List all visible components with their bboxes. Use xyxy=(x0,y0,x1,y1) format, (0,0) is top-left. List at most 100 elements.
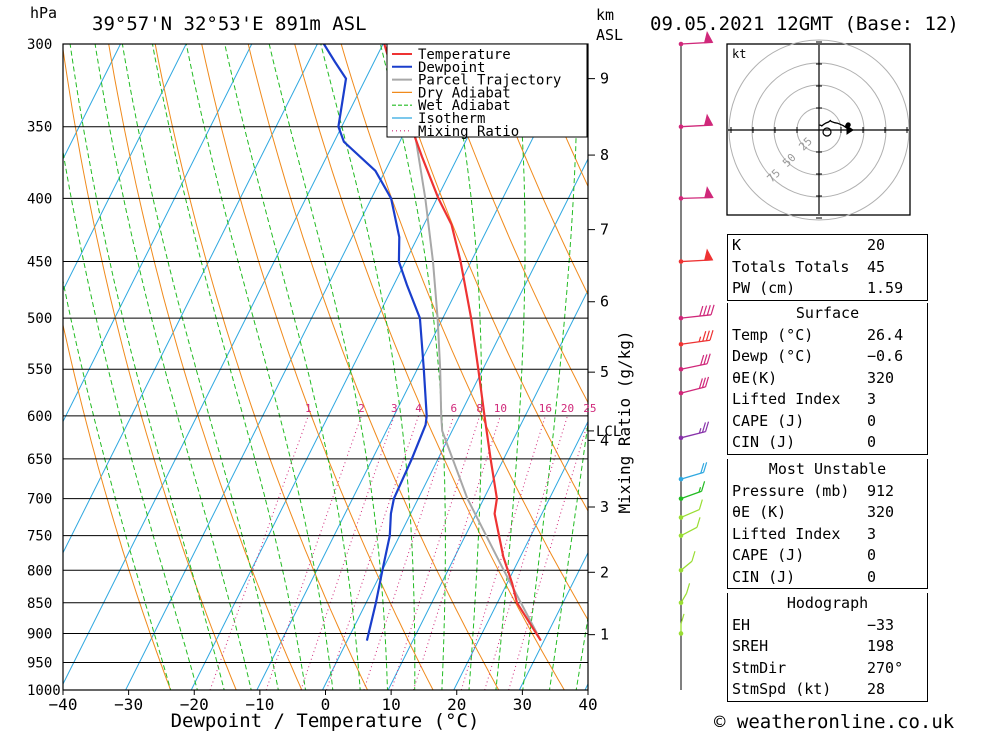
pressure-tick-label: 800 xyxy=(27,563,52,579)
totals-totals-label: Totals Totals xyxy=(732,257,850,276)
wet-adiabat-line xyxy=(495,44,526,690)
storm-motion-arrow xyxy=(839,125,854,135)
sreh-value: 198 xyxy=(867,637,895,655)
indices-table: K 20 Totals Totals 45 PW (cm) 1.59 xyxy=(727,234,928,301)
wind-barb-feather xyxy=(700,462,705,474)
dry-adiabat-line xyxy=(294,44,565,690)
wind-barb-feather xyxy=(700,481,706,492)
mu-cape-value: 0 xyxy=(867,546,877,564)
km-tick-label: 1 xyxy=(600,626,609,644)
wind-barb xyxy=(678,481,706,501)
wind-barb-staff xyxy=(680,471,704,480)
isotherm-line xyxy=(63,44,122,161)
temperature-line xyxy=(383,44,542,642)
wind-barb-staff xyxy=(680,526,698,537)
pressure-tick-label: 1000 xyxy=(27,683,61,699)
wind-barb-feather xyxy=(701,422,707,433)
wind-barb-feather xyxy=(696,517,701,528)
wet-adiabat-line xyxy=(320,44,416,690)
most-unstable-title: Most Unstable xyxy=(768,460,887,478)
x-tick-label: 40 xyxy=(578,695,597,714)
km-tick-label: 2 xyxy=(600,563,609,581)
hodograph-trace xyxy=(818,119,849,129)
mixing-ratio-label: 3 xyxy=(391,402,398,415)
surface-li-value: 3 xyxy=(867,390,877,408)
wind-barb-feather xyxy=(685,583,691,594)
copyright-text: © weatheronline.co.uk xyxy=(714,711,955,733)
x-tick-label: −10 xyxy=(245,695,274,714)
isotherm-line xyxy=(63,44,187,292)
dry-adiabat-line xyxy=(63,45,237,690)
eh-value: −33 xyxy=(867,615,895,634)
dry-adiabat-line xyxy=(247,44,500,690)
pressure-tick-label: 350 xyxy=(27,120,52,136)
surface-theta-label: θE(K) xyxy=(732,368,778,387)
mixing-ratio-line xyxy=(326,415,419,690)
mixing-ratio-label: 10 xyxy=(494,402,507,415)
totals-totals-value: 45 xyxy=(867,257,886,276)
dry-adiabat-line xyxy=(387,44,588,512)
wind-barb-feather xyxy=(702,331,707,342)
stmdir-label: StmDir xyxy=(732,658,787,677)
x-tick-label: 0 xyxy=(321,695,331,714)
wind-barb xyxy=(678,551,696,573)
legend-label: Temperature xyxy=(418,47,511,63)
legend-label: Dry Adiabat xyxy=(418,85,511,101)
wind-barb-feather xyxy=(710,304,715,315)
pw-label: PW (cm) xyxy=(732,279,796,297)
mu-li-label: Lifted Index xyxy=(732,524,841,543)
mu-pressure-value: 912 xyxy=(867,481,895,500)
mixing-ratio-label: 20 xyxy=(561,402,574,415)
wet-adiabat-line xyxy=(548,420,588,690)
wind-barb-staff xyxy=(680,508,700,519)
mixing-ratio-label: 1 xyxy=(305,402,312,415)
pw-value: 1.59 xyxy=(867,279,904,297)
surface-temp-label: Temp (°C) xyxy=(732,325,814,344)
wet-adiabat-line xyxy=(268,44,389,690)
legend-label: Parcel Trajectory xyxy=(418,73,561,89)
wind-barb-feather xyxy=(704,376,710,388)
surface-cape-label: CAPE (J) xyxy=(732,411,805,430)
surface-cin-value: 0 xyxy=(867,433,877,451)
dry-adiabat-line xyxy=(981,26,1000,716)
wind-barb xyxy=(678,421,710,441)
mixing-ratio-label: 25 xyxy=(583,402,596,415)
isotherm-line xyxy=(63,44,253,423)
eh-label: EH xyxy=(732,615,751,634)
surface-title: Surface xyxy=(795,304,860,322)
mixing-ratio-label: 4 xyxy=(415,402,422,415)
wind-barb-feather xyxy=(699,305,704,317)
pressure-tick-label: 500 xyxy=(27,311,52,327)
wind-barb xyxy=(678,113,714,130)
surface-temp-value: 26.4 xyxy=(867,325,904,344)
wind-barb-feather xyxy=(700,354,705,366)
hodograph-stats-title: Hodograph xyxy=(786,594,869,612)
x-tick-label: 20 xyxy=(447,695,466,714)
dry-adiabat-line xyxy=(433,44,588,404)
wind-barb xyxy=(678,499,703,520)
wind-barb-staff xyxy=(680,386,706,394)
wind-barb-feather xyxy=(703,462,708,473)
wind-barb-feather xyxy=(706,305,711,316)
mu-theta-label: θE (K) xyxy=(732,503,787,521)
wind-barb-feather xyxy=(702,305,708,316)
dry-adiabat-line xyxy=(154,44,369,690)
pressure-tick-label: 950 xyxy=(27,655,52,671)
pressure-tick-label: 600 xyxy=(27,409,52,425)
wind-barb xyxy=(678,186,714,201)
isotherm-line xyxy=(63,44,318,554)
surface-table: Surface Temp (°C) 26.4 Dewp (°C) −0.6 θE(K… xyxy=(727,303,928,455)
km-tick-label: 5 xyxy=(600,363,609,381)
mixing-ratio-line xyxy=(508,420,588,690)
datetime-label: 09.05.2021 12GMT (Base: 12) xyxy=(650,13,959,35)
wind-barb xyxy=(678,353,711,372)
wind-barb xyxy=(678,330,714,347)
pressure-tick-label: 850 xyxy=(27,596,52,612)
dry-adiabat-line xyxy=(108,44,303,690)
dry-adiabat-line xyxy=(935,26,1000,716)
wet-adiabat-line xyxy=(63,278,172,690)
wind-barb xyxy=(678,376,710,396)
km-tick-label: 8 xyxy=(600,146,609,164)
wet-adiabat-line xyxy=(69,44,225,690)
